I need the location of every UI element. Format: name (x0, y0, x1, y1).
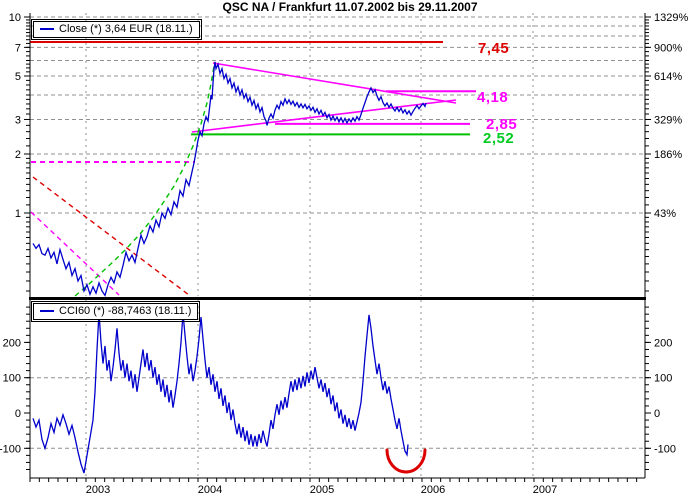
panel-separator (29, 297, 646, 300)
price-left-axis-label: 10 (9, 12, 21, 24)
level-label-252: 2,52 (483, 130, 515, 147)
downtrend-red-dashed-line (32, 176, 190, 296)
level-label-418: 4,18 (477, 89, 509, 106)
price-right-axis-label: 1329% (654, 12, 688, 24)
price-legend: Close (*) 3,64 EUR (18.11.) (31, 19, 202, 40)
price-left-axis-label: 7 (15, 42, 21, 54)
cci-legend-label: CCI60 (*) -88,7463 (18.11.) (59, 305, 192, 317)
price-series-line (32, 61, 427, 297)
cci-series-line (32, 313, 409, 474)
cci-left-axis-label: 0 (15, 408, 21, 420)
year-axis-label: 2004 (198, 484, 222, 496)
cci-left-axis-label: -100 (0, 443, 21, 455)
price-right-axis-label: 900% (654, 42, 682, 54)
triangle-lower-line (191, 99, 457, 133)
price-series-color-sample (40, 28, 54, 30)
cci-left-axis-label: 200 (3, 337, 21, 349)
price-right-axis-label: 186% (654, 149, 682, 161)
year-axis-label: 2007 (533, 484, 557, 496)
year-axis-label: 2006 (421, 484, 445, 496)
cci-left-axis-label: 100 (3, 373, 21, 385)
price-right-axis-label: 43% (654, 208, 676, 220)
cci-right-axis-label: 200 (654, 337, 672, 349)
cci-bottom-arc-marker (385, 448, 427, 474)
level-label-745: 7,45 (478, 40, 510, 57)
year-axis-label: 2003 (86, 484, 110, 496)
price-legend-label: Close (*) 3,64 EUR (18.11.) (59, 23, 193, 35)
cci-legend: CCI60 (*) -88,7463 (18.11.) (30, 301, 201, 322)
price-left-axis-label: 5 (15, 71, 21, 83)
year-axis-label: 2005 (310, 484, 334, 496)
price-left-axis-label: 2 (15, 149, 21, 161)
uptrend-green-dashed-curve (74, 61, 216, 297)
cci-right-axis-label: 100 (654, 373, 672, 385)
downtrend-magenta-dashed-line (30, 211, 120, 296)
price-left-axis-label: 3 (15, 114, 21, 126)
cci-right-axis-label: -100 (654, 443, 676, 455)
cci-series-color-sample (40, 310, 54, 312)
price-left-axis-label: 1 (15, 208, 21, 220)
level-label-285: 2,85 (486, 116, 518, 133)
page-title: QSC NA / Frankfurt 11.07.2002 bis 29.11.… (222, 0, 478, 14)
triangle-upper-line (212, 62, 457, 104)
cci-right-axis-label: 0 (654, 408, 660, 420)
price-right-axis-label: 329% (654, 114, 682, 126)
price-right-axis-label: 614% (654, 71, 682, 83)
